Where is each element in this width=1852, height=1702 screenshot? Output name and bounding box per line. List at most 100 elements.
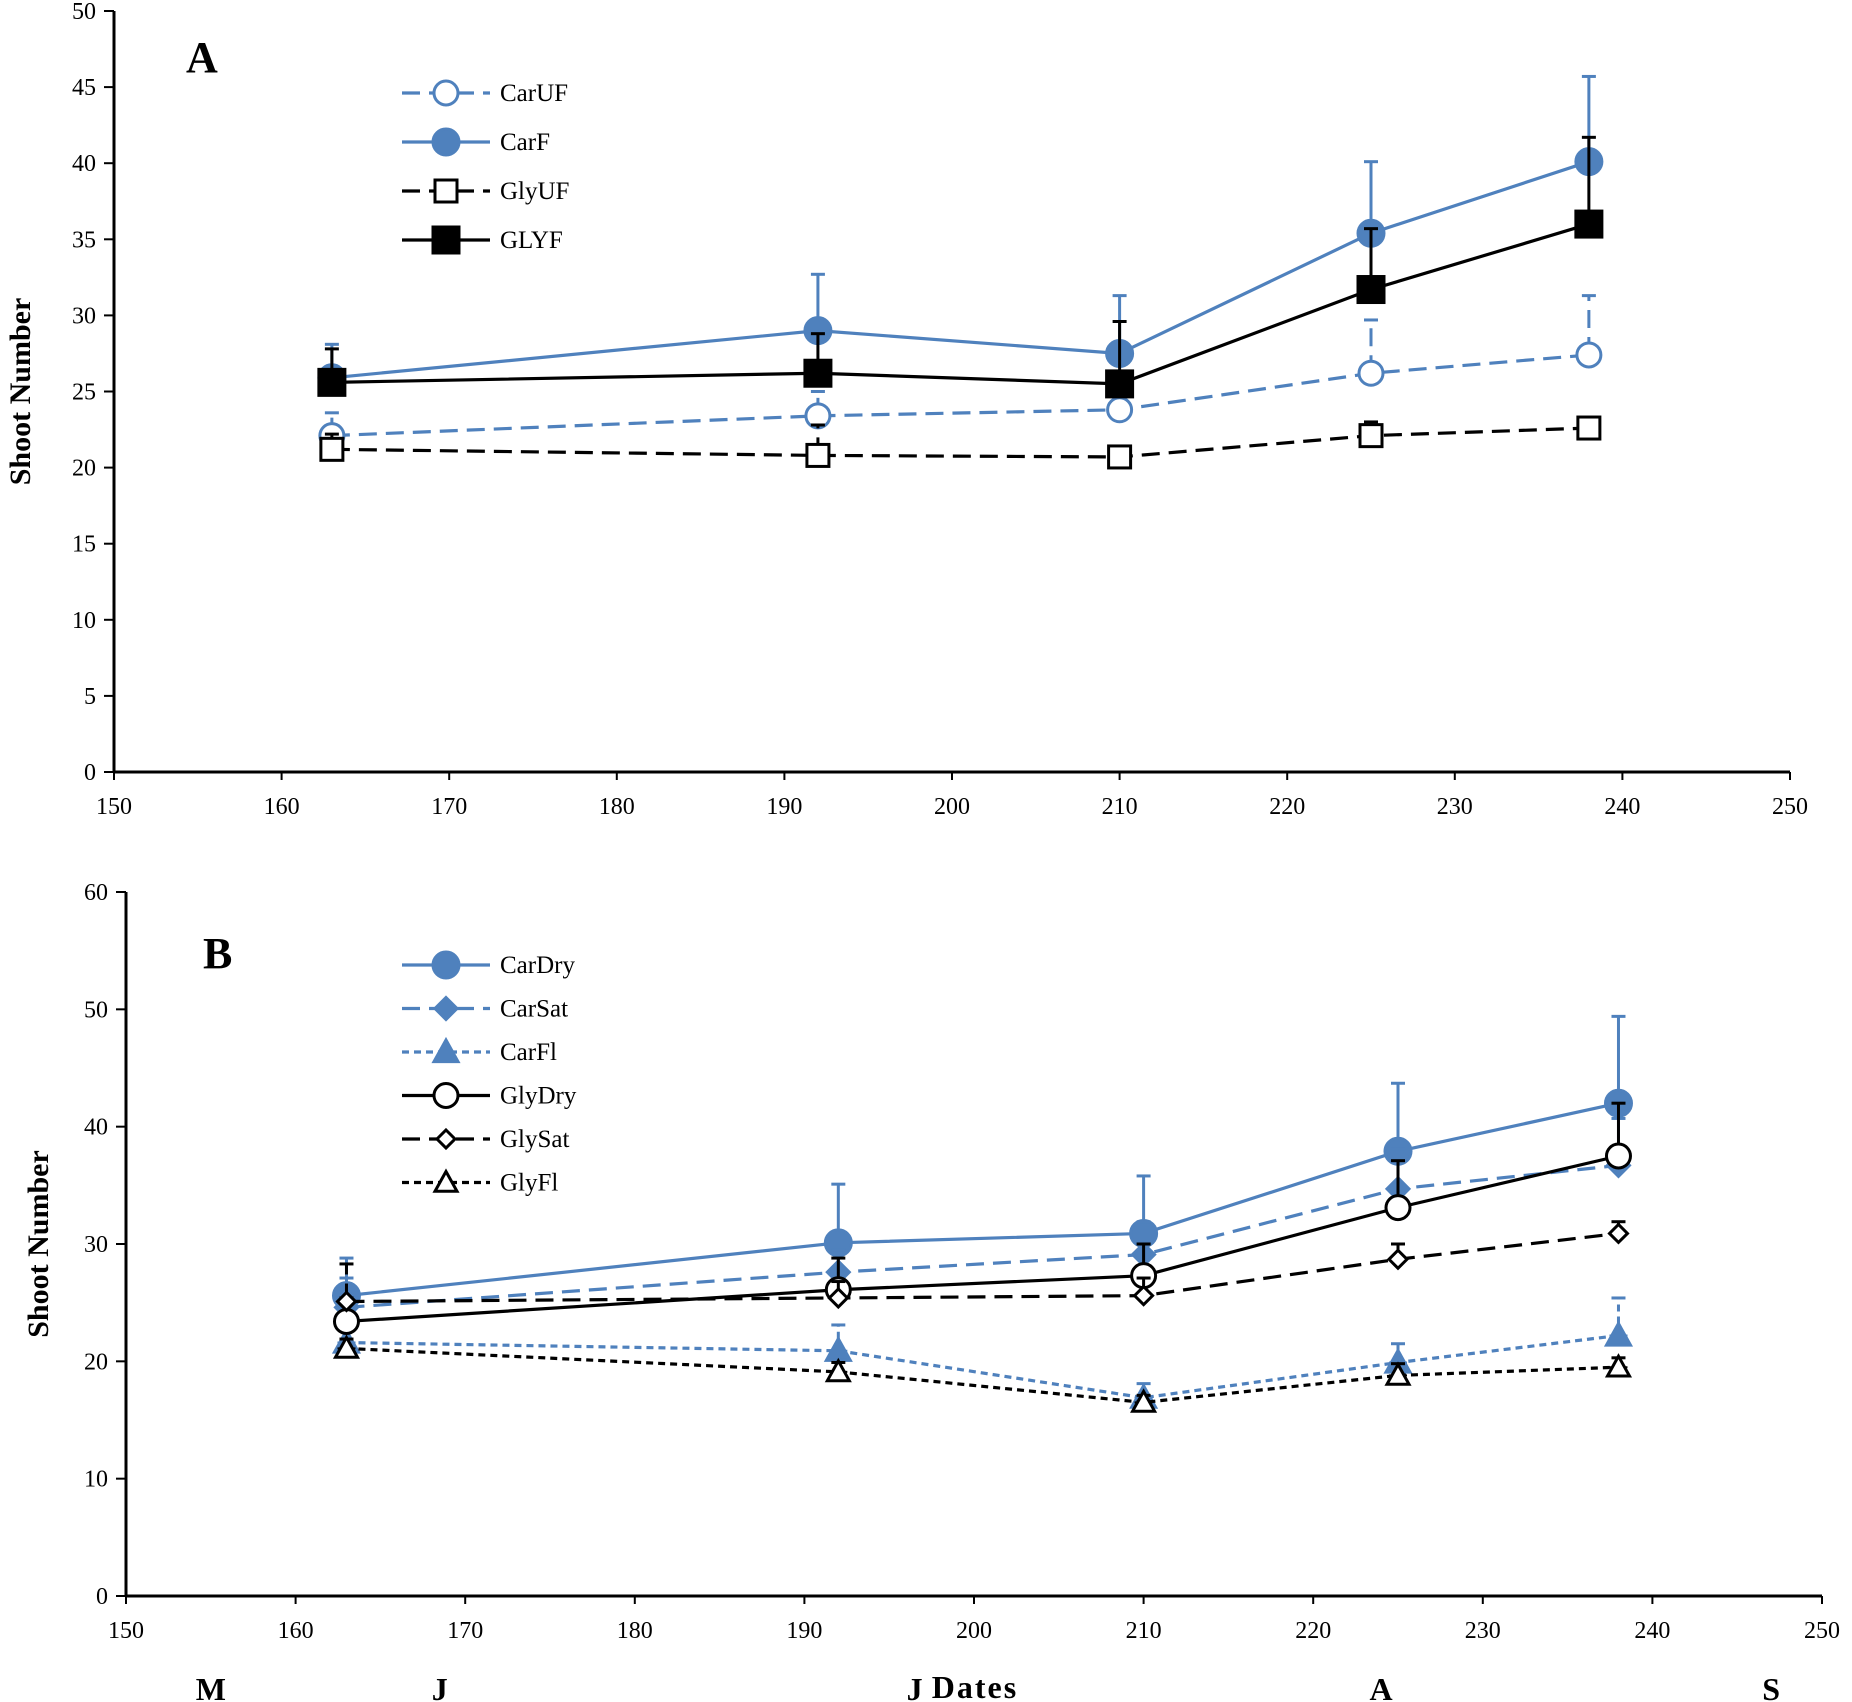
data-point [1386, 1248, 1410, 1271]
series-line [331, 426, 1589, 459]
data-point [1575, 341, 1603, 369]
data-point [319, 436, 345, 462]
series-line [346, 1231, 1619, 1304]
legend-item: GlyFl [402, 1168, 558, 1197]
y-tick-label: 30 [84, 1232, 108, 1258]
y-tick-label: 10 [84, 1467, 108, 1493]
series-line [331, 353, 1590, 438]
legend-marker [433, 178, 459, 204]
data-point [823, 1228, 853, 1258]
panel-b-chart: 0 10 20 30 40 50 60 150 160 170 180 190 200 210 220 230… [22, 880, 1840, 1702]
legend-item: GlyUF [402, 178, 569, 205]
series-carfl [331, 1296, 1634, 1409]
data-point [1604, 1353, 1633, 1378]
data-point [1130, 1388, 1158, 1413]
legend-item: CarUF [402, 79, 568, 107]
y-axis-title: Shoot Number [4, 298, 37, 486]
x-axis-title: Dates [932, 1669, 1018, 1702]
y-tick-label: 0 [84, 760, 96, 786]
data-point [1358, 423, 1384, 449]
y-tick-label: 50 [72, 0, 96, 25]
data-point [1384, 1194, 1412, 1222]
data-point [1607, 1222, 1630, 1245]
x-tick-label: 160 [278, 1618, 314, 1644]
legend-label: GlyFl [500, 1170, 558, 1197]
y-tick-label: 35 [72, 227, 96, 253]
data-point [1604, 1142, 1632, 1170]
y-tick-label: 30 [72, 303, 96, 329]
legend-item: GlySat [402, 1126, 570, 1153]
legend-item: GlyDry [402, 1082, 577, 1110]
x-tick-label: 230 [1465, 1618, 1501, 1644]
x-tick-label: 200 [934, 794, 970, 820]
legend-label: GLYF [500, 227, 563, 254]
data-point [1574, 209, 1604, 239]
data-point [1603, 1320, 1634, 1347]
legend-label: CarSat [500, 996, 568, 1023]
month-label: J [432, 1671, 448, 1702]
month-label: A [1369, 1671, 1392, 1702]
x-tick-label: 250 [1772, 794, 1808, 820]
series-line [346, 1346, 1619, 1405]
data-point [1107, 444, 1133, 470]
data-point [1384, 1361, 1412, 1386]
legend-label: CarUF [500, 80, 568, 107]
panel-label: A [186, 33, 218, 82]
legend: CarUF CarF GlyUF GLYF [402, 79, 569, 255]
y-tick-label: 5 [84, 684, 96, 710]
legend-label: GlyDry [500, 1083, 577, 1110]
x-tick-label: 240 [1604, 794, 1640, 820]
x-tick-label: 150 [96, 794, 132, 820]
y-tick-label: 20 [84, 1349, 108, 1375]
data-point [1132, 1284, 1155, 1307]
y-tick-label: 10 [72, 608, 96, 634]
data-point [824, 1357, 852, 1383]
y-tick-label: 15 [72, 532, 96, 558]
legend-label: CarF [500, 129, 550, 156]
y-axis-title: Shoot Number [22, 1150, 55, 1338]
data-point [805, 442, 831, 468]
x-tick-label: 200 [956, 1618, 992, 1644]
x-tick-label: 220 [1269, 794, 1305, 820]
x-tick-label: 170 [447, 1618, 483, 1644]
x-tick-label: 180 [599, 794, 635, 820]
legend-item: CarFl [402, 1036, 557, 1066]
data-point [1106, 396, 1134, 424]
y-tick-label: 25 [72, 380, 96, 406]
series-glyfl [332, 1334, 1633, 1413]
legend-marker [431, 127, 461, 157]
x-tick-label: 160 [264, 794, 300, 820]
legend-label: GlySat [500, 1126, 570, 1153]
y-tick-label: 40 [72, 151, 96, 177]
x-tick-label: 220 [1295, 1618, 1331, 1644]
x-tick-label: 210 [1102, 794, 1138, 820]
legend-label: CarDry [500, 952, 575, 979]
data-point [1357, 359, 1385, 387]
series-line [346, 1333, 1619, 1400]
x-tick-label: 250 [1804, 1618, 1840, 1644]
x-tick-label: 190 [766, 794, 802, 820]
y-tick-label: 0 [96, 1584, 108, 1610]
legend-item: CarSat [402, 995, 568, 1023]
month-label: J [907, 1671, 923, 1702]
data-point [317, 367, 347, 397]
x-tick-label: 230 [1437, 794, 1473, 820]
y-tick-label: 60 [84, 880, 108, 906]
x-tick-label: 150 [108, 1618, 144, 1644]
panel-label: B [203, 929, 232, 978]
legend: CarDry CarSat CarFl GlyDry GlySat GlyFl [402, 950, 577, 1197]
legend-item: CarF [402, 127, 550, 157]
y-tick-label: 40 [84, 1115, 108, 1141]
data-point [335, 1290, 358, 1313]
data-point [332, 1334, 361, 1359]
legend-marker [432, 1168, 460, 1193]
x-tick-label: 190 [786, 1618, 822, 1644]
legend-marker [432, 79, 460, 107]
month-label: M [196, 1671, 226, 1702]
data-point [827, 1286, 850, 1310]
data-point [332, 1307, 360, 1335]
legend-marker [432, 995, 460, 1022]
x-tick-label: 210 [1126, 1618, 1162, 1644]
series-glyf [317, 135, 1604, 399]
